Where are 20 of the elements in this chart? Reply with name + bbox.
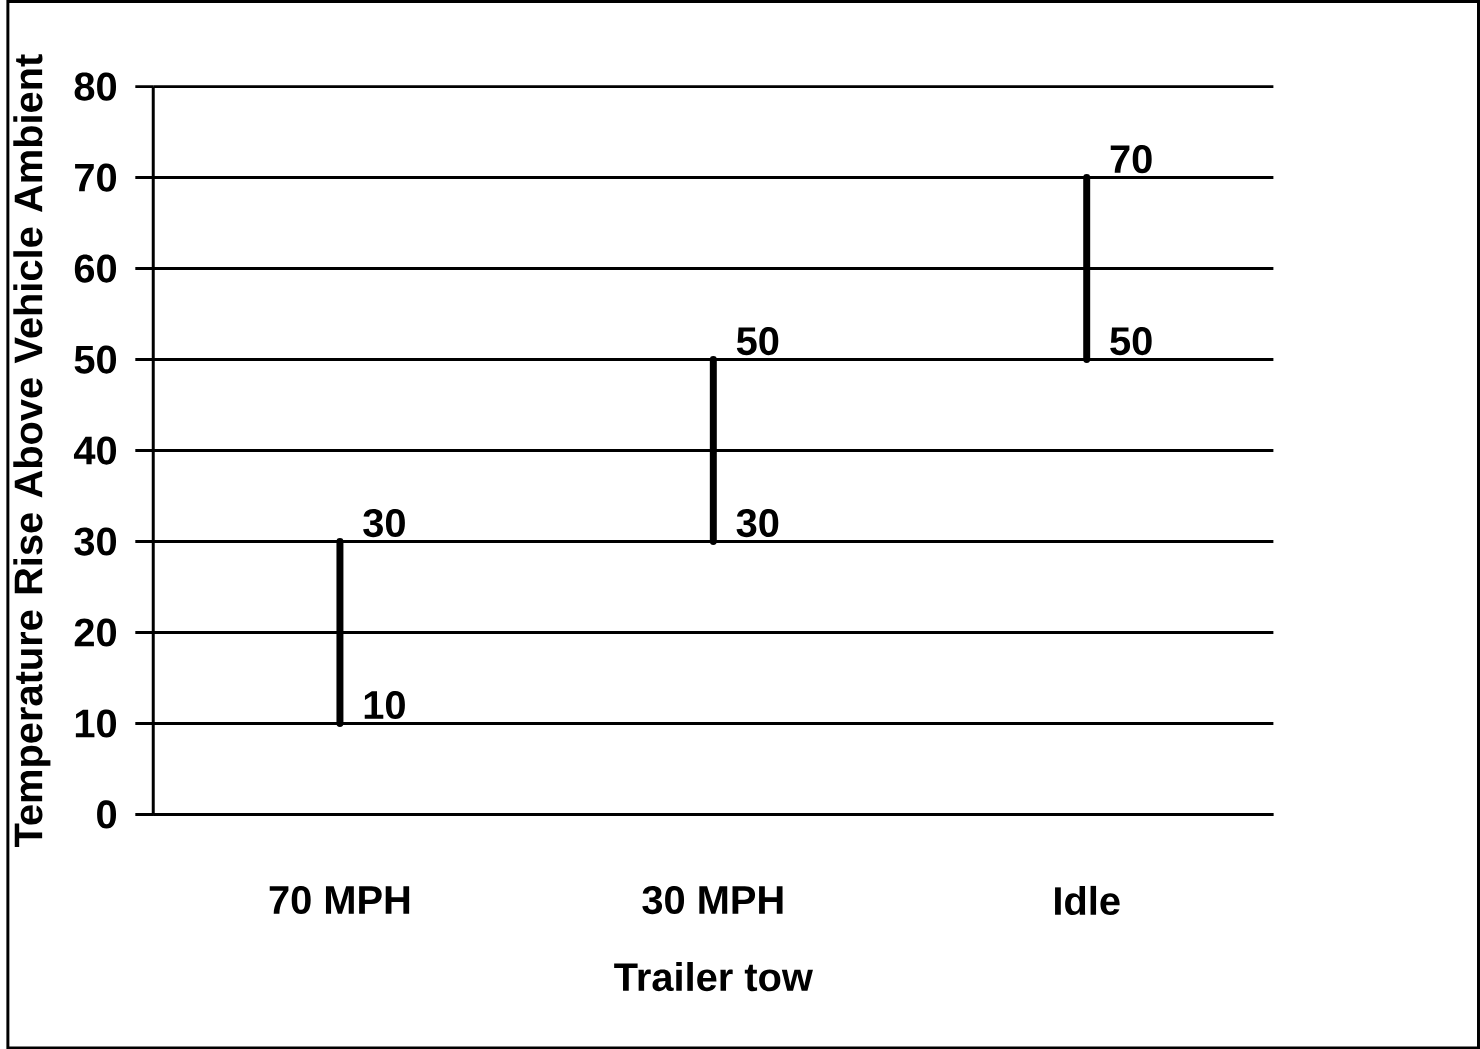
x-tick-label: 30 MPH	[642, 885, 783, 914]
y-tick-label: 0	[97, 800, 117, 829]
y-tick-label: 20	[74, 618, 117, 647]
y-tick-label: 30	[74, 527, 117, 556]
y-tick-label: 80	[74, 72, 117, 101]
y-tick-label: 40	[73, 436, 117, 465]
annotation: 30	[363, 508, 405, 537]
annotation: 50	[1110, 326, 1152, 355]
y-tick-label: 60	[74, 254, 117, 283]
x-tick-label: Idle	[1055, 885, 1120, 915]
x-axis-title: Trailer tow	[614, 961, 813, 992]
y-tick-label: 70	[75, 163, 117, 192]
annotation: 10	[364, 690, 405, 719]
y-axis-title: Temperature Rise Above Vehicle Ambient	[13, 53, 51, 847]
x-tick-label: 70 MPH	[269, 885, 410, 914]
annotation: 70	[1110, 144, 1152, 173]
y-tick-label: 50	[74, 345, 117, 374]
annotation: 30	[736, 508, 779, 537]
y-tick-label: 10	[75, 709, 117, 738]
annotation: 50	[736, 326, 779, 355]
